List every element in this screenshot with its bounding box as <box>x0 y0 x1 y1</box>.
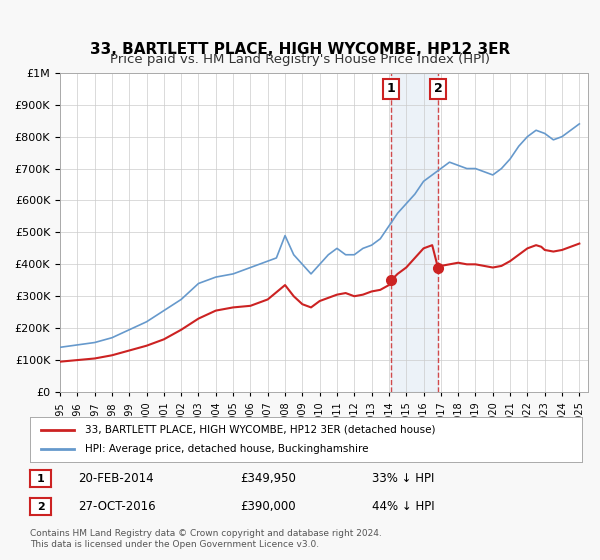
Text: 2: 2 <box>434 82 442 95</box>
Text: 44% ↓ HPI: 44% ↓ HPI <box>372 500 434 514</box>
Text: £349,950: £349,950 <box>240 472 296 486</box>
Text: 2: 2 <box>37 502 44 512</box>
Text: 33, BARTLETT PLACE, HIGH WYCOMBE, HP12 3ER (detached house): 33, BARTLETT PLACE, HIGH WYCOMBE, HP12 3… <box>85 424 436 435</box>
Text: 27-OCT-2016: 27-OCT-2016 <box>78 500 155 514</box>
Text: Contains HM Land Registry data © Crown copyright and database right 2024.
This d: Contains HM Land Registry data © Crown c… <box>30 529 382 549</box>
Text: 1: 1 <box>37 474 44 484</box>
Text: 20-FEB-2014: 20-FEB-2014 <box>78 472 154 486</box>
Text: 33% ↓ HPI: 33% ↓ HPI <box>372 472 434 486</box>
Bar <box>391 73 438 392</box>
Text: HPI: Average price, detached house, Buckinghamshire: HPI: Average price, detached house, Buck… <box>85 445 368 455</box>
Text: 1: 1 <box>387 82 395 95</box>
Text: £390,000: £390,000 <box>240 500 296 514</box>
Text: Price paid vs. HM Land Registry's House Price Index (HPI): Price paid vs. HM Land Registry's House … <box>110 53 490 66</box>
Text: 33, BARTLETT PLACE, HIGH WYCOMBE, HP12 3ER: 33, BARTLETT PLACE, HIGH WYCOMBE, HP12 3… <box>90 42 510 57</box>
